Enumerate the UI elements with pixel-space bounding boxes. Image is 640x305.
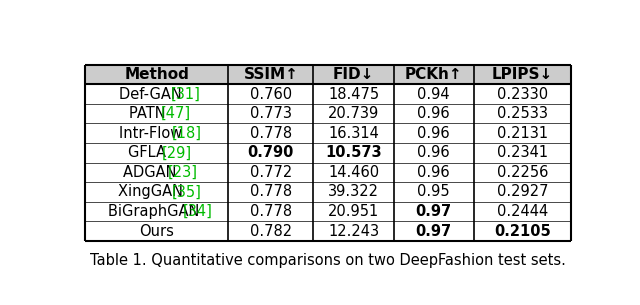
Text: [31]: [31] [171,87,201,102]
Text: Intr-Flow: Intr-Flow [119,126,187,141]
Text: 0.773: 0.773 [250,106,292,121]
Text: 0.96: 0.96 [417,106,450,121]
Text: 0.2533: 0.2533 [497,106,548,121]
Text: 0.2927: 0.2927 [497,185,548,199]
Text: 18.475: 18.475 [328,87,379,102]
Text: 0.97: 0.97 [415,224,452,239]
Text: 16.314: 16.314 [328,126,379,141]
Text: 20.951: 20.951 [328,204,379,219]
Text: 12.243: 12.243 [328,224,379,239]
Text: 0.778: 0.778 [250,126,292,141]
Text: ADGAN: ADGAN [122,165,180,180]
Text: 0.2330: 0.2330 [497,87,548,102]
Text: SSIM↑: SSIM↑ [243,67,298,82]
Text: PATN: PATN [129,106,170,121]
Text: 0.772: 0.772 [250,165,292,180]
Text: [35]: [35] [172,185,202,199]
Text: FID↓: FID↓ [333,67,374,82]
Text: 0.97: 0.97 [415,204,452,219]
Text: 0.782: 0.782 [250,224,292,239]
Text: 0.96: 0.96 [417,126,450,141]
Text: 0.778: 0.778 [250,185,292,199]
Text: 0.95: 0.95 [417,185,450,199]
Bar [85,65,571,84]
Text: Table 1. Quantitative comparisons on two DeepFashion test sets.: Table 1. Quantitative comparisons on two… [90,253,566,268]
Text: 0.2131: 0.2131 [497,126,548,141]
Text: 0.2105: 0.2105 [494,224,551,239]
Text: 39.322: 39.322 [328,185,379,199]
Bar [85,84,571,241]
Text: 0.760: 0.760 [250,87,292,102]
Text: 20.739: 20.739 [328,106,379,121]
Text: [18]: [18] [172,126,202,141]
Text: Ours: Ours [140,224,174,239]
Text: Def-GAN: Def-GAN [119,87,186,102]
Text: [34]: [34] [182,204,212,219]
Text: 0.2444: 0.2444 [497,204,548,219]
Text: GFLA: GFLA [129,145,171,160]
Text: 0.778: 0.778 [250,204,292,219]
Text: LPIPS↓: LPIPS↓ [492,67,553,82]
Text: PCKh↑: PCKh↑ [405,67,463,82]
Text: 0.2256: 0.2256 [497,165,548,180]
Text: 0.96: 0.96 [417,145,450,160]
Text: 0.96: 0.96 [417,165,450,180]
Text: BiGraphGAN: BiGraphGAN [108,204,204,219]
Text: 10.573: 10.573 [325,145,382,160]
Text: 0.790: 0.790 [248,145,294,160]
Text: Method: Method [124,67,189,82]
Text: 14.460: 14.460 [328,165,379,180]
Text: 0.2341: 0.2341 [497,145,548,160]
Text: XingGAN: XingGAN [118,185,188,199]
Text: [23]: [23] [168,165,198,180]
Text: 0.94: 0.94 [417,87,450,102]
Text: [29]: [29] [161,145,191,160]
Text: [47]: [47] [161,106,191,121]
